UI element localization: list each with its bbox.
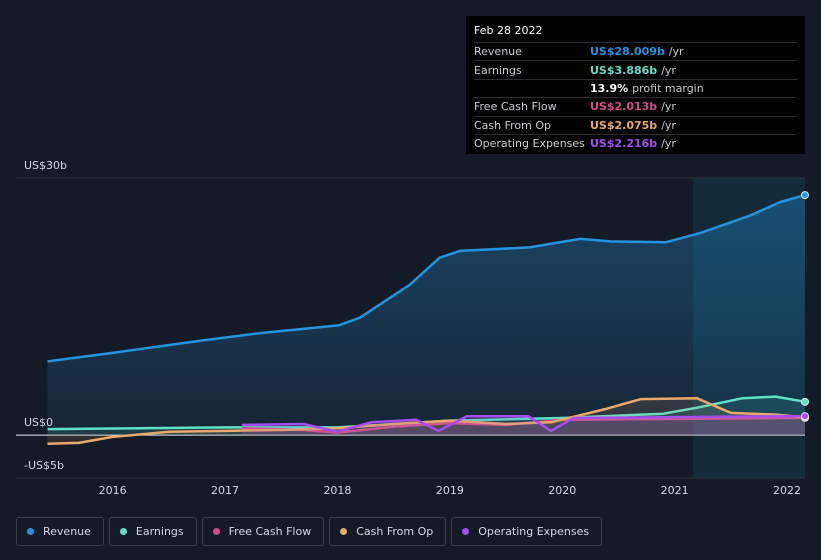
series-area (241, 417, 805, 436)
tooltip-date: Feb 28 2022 (474, 24, 543, 37)
margin-value: 13.9% (590, 81, 629, 95)
series-area (241, 416, 805, 436)
legend-label: Free Cash Flow (228, 525, 312, 538)
legend-swatch (212, 528, 220, 535)
row-label: Operating Expenses (474, 137, 585, 151)
end-point (801, 412, 809, 421)
row-unit: /yr (661, 118, 676, 132)
x-tick-label: 2021 (661, 484, 689, 497)
series-area (47, 195, 805, 436)
row-value: US$2.075b (590, 118, 658, 132)
y-tick-label: US$30b (24, 159, 67, 172)
end-point (801, 191, 809, 200)
row-unit: /yr (668, 45, 684, 59)
x-tick-label: 2018 (323, 484, 351, 497)
margin-label: profit margin (632, 81, 704, 95)
legend-item[interactable]: Free Cash Flow (201, 517, 325, 546)
legend-item[interactable]: Cash From Op (329, 517, 447, 546)
row-value: US$28.009b (590, 45, 665, 59)
legend-item[interactable]: Earnings (108, 517, 197, 546)
tooltip-row: 13.9% profit margin (474, 78, 797, 97)
series-area (47, 396, 805, 436)
series-line (47, 395, 806, 431)
x-tick-label: 2017 (211, 484, 239, 497)
series-line (241, 416, 806, 434)
series-line (241, 414, 806, 433)
end-point (801, 397, 809, 406)
tooltip: Feb 28 2022 Revenue US$28.009b/yr Earning… (466, 16, 805, 154)
tooltip-row: Earnings US$3.886b/yr (474, 60, 797, 78)
row-label: Free Cash Flow (474, 100, 557, 114)
row-label: Cash From Op (474, 118, 552, 132)
row-label: Revenue (474, 45, 522, 59)
legend: Revenue Earnings Free Cash Flow Cash From O… (16, 517, 603, 546)
legend-swatch (119, 528, 127, 535)
series-line (47, 193, 806, 363)
y-tick-label: -US$5b (24, 459, 64, 472)
y-tick-label: US$0 (24, 416, 53, 429)
tooltip-row: Free Cash Flow US$2.013b/yr (474, 97, 797, 115)
row-unit: /yr (661, 137, 676, 151)
tooltip-row: Revenue US$28.009b/yr (474, 42, 797, 60)
x-tick-label: 2019 (436, 484, 464, 497)
series-area (47, 398, 805, 444)
legend-swatch (27, 528, 34, 535)
legend-item[interactable]: Revenue (16, 517, 104, 546)
legend-label: Earnings (135, 525, 184, 538)
tooltip-row: Operating Expenses US$2.216b/yr (474, 133, 797, 152)
x-tick-label: 2022 (773, 484, 801, 497)
row-unit: /yr (661, 63, 676, 77)
row-label: Earnings (474, 63, 522, 77)
legend-label: Revenue (43, 525, 91, 538)
series-line (47, 397, 806, 445)
row-value: US$2.216b (590, 137, 658, 151)
row-value: US$3.886b (590, 63, 658, 77)
legend-item[interactable]: Operating Expenses (451, 517, 603, 546)
row-unit: /yr (661, 100, 676, 114)
x-tick-label: 2016 (99, 484, 127, 497)
legend-swatch (462, 528, 470, 535)
legend-label: Operating Expenses (478, 525, 590, 538)
row-value: US$2.013b (590, 100, 658, 114)
x-tick-label: 2020 (548, 484, 576, 497)
tooltip-row: Cash From Op US$2.075b/yr (474, 115, 797, 134)
legend-swatch (340, 528, 348, 535)
legend-label: Cash From Op (356, 525, 434, 538)
